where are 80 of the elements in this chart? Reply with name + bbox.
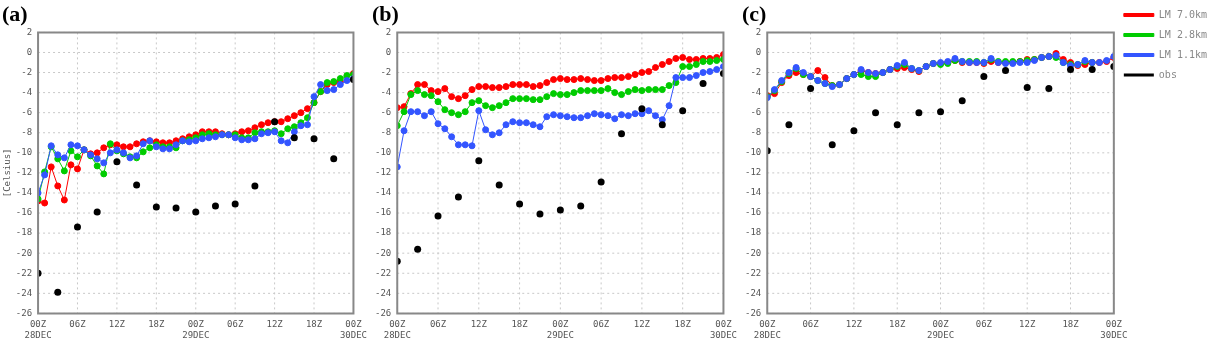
x-tick-label: 18Z [1062, 319, 1080, 330]
y-tick-label: -6 [21, 107, 33, 118]
y-tick-label: -4 [21, 86, 33, 97]
x-tick-label: 06Z [593, 319, 610, 330]
y-tick-label: -26 [15, 307, 33, 318]
y-tick-label: 0 [385, 46, 392, 57]
y-tick-label: -10 [374, 147, 392, 158]
x-tick-label: 06Z [227, 319, 244, 330]
legend-label: obs [1158, 68, 1177, 80]
y-tick-label: -12 [374, 167, 392, 178]
legend-label: LM 1.1km [1158, 48, 1208, 60]
x-tick-label: 12Z [108, 319, 126, 330]
y-tick-label: -22 [15, 267, 33, 278]
y-tick-label: -2 [750, 66, 762, 77]
chart-title: (a) [2, 0, 28, 26]
y-tick-label: -20 [15, 247, 33, 258]
y-tick-label: -24 [744, 287, 762, 298]
y-tick-label: -12 [744, 167, 762, 178]
x-tick-label: 12Z [266, 319, 284, 330]
y-tick-label: -26 [374, 307, 392, 318]
x-tick-label: 18Z [305, 319, 323, 330]
x-tick-label: 00Z 29DEC [927, 319, 955, 340]
y-tick-label: -16 [15, 207, 33, 218]
x-tick-label: 00Z 29DEC [182, 319, 210, 340]
y-tick-label: -16 [374, 207, 392, 218]
x-tick-label: 00Z 30DEC [1100, 319, 1128, 340]
x-tick-label: 12Z [633, 319, 651, 330]
legend-label: LM 7.0km [1158, 8, 1208, 20]
x-tick-label: 12Z [470, 319, 488, 330]
y-tick-label: -14 [744, 187, 762, 198]
legend-label: LM 2.8km [1158, 28, 1208, 40]
y-tick-label: 0 [755, 46, 762, 57]
y-tick-label: -4 [380, 86, 392, 97]
y-tick-label: -22 [744, 267, 762, 278]
y-tick-label: -8 [750, 127, 762, 138]
y-tick-label: -2 [380, 66, 392, 77]
y-tick-label: -8 [21, 127, 33, 138]
x-tick-label: 06Z [975, 319, 993, 330]
y-tick-label: -6 [750, 107, 762, 118]
y-tick-label: -16 [744, 207, 762, 218]
y-tick-label: -20 [744, 247, 762, 258]
x-tick-label: 06Z [429, 319, 447, 330]
x-tick-label: 18Z [889, 319, 906, 330]
y-tick-label: -24 [15, 287, 33, 298]
y-tick-label: 2 [755, 26, 762, 37]
x-tick-label: 18Z [511, 319, 529, 330]
y-tick-label: 2 [26, 26, 33, 37]
x-tick-label: 00Z 30DEC [709, 319, 737, 340]
y-tick-label: -12 [15, 167, 33, 178]
chart-title: (c) [742, 0, 767, 26]
y-tick-label: -20 [374, 247, 392, 258]
y-tick-label: -18 [15, 227, 33, 238]
y-tick-label: 2 [385, 26, 392, 37]
y-tick-label: -26 [744, 307, 762, 318]
y-tick-label: -24 [374, 287, 392, 298]
y-tick-label: -4 [750, 86, 762, 97]
x-tick-label: 06Z [69, 319, 87, 330]
y-tick-label: -18 [374, 227, 392, 238]
x-tick-label: 18Z [148, 319, 166, 330]
x-tick-label: 00Z 28DEC [24, 319, 52, 340]
y-tick-label: -22 [374, 267, 392, 278]
y-tick-label: -10 [744, 147, 762, 158]
y-tick-label: -14 [15, 187, 33, 198]
y-tick-label: -18 [744, 227, 762, 238]
x-tick-label: 06Z [802, 319, 820, 330]
y-tick-label: -14 [374, 187, 392, 198]
x-tick-label: 18Z [674, 319, 692, 330]
chart-title: (b) [372, 0, 399, 26]
x-tick-label: 12Z [845, 319, 863, 330]
y-tick-label: 0 [26, 46, 33, 57]
x-tick-label: 00Z 28DEC [383, 319, 411, 340]
y-tick-label: -2 [21, 66, 33, 77]
y-tick-label: -10 [15, 147, 33, 158]
x-tick-label: 00Z 30DEC [339, 319, 367, 340]
x-tick-label: 00Z 28DEC [753, 319, 781, 340]
x-tick-label: 12Z [1019, 319, 1036, 330]
y-tick-label: -6 [380, 107, 392, 118]
x-tick-label: 00Z 29DEC [546, 319, 574, 340]
y-axis-title: [Celsius] [1, 148, 12, 198]
y-tick-label: -8 [380, 127, 392, 138]
